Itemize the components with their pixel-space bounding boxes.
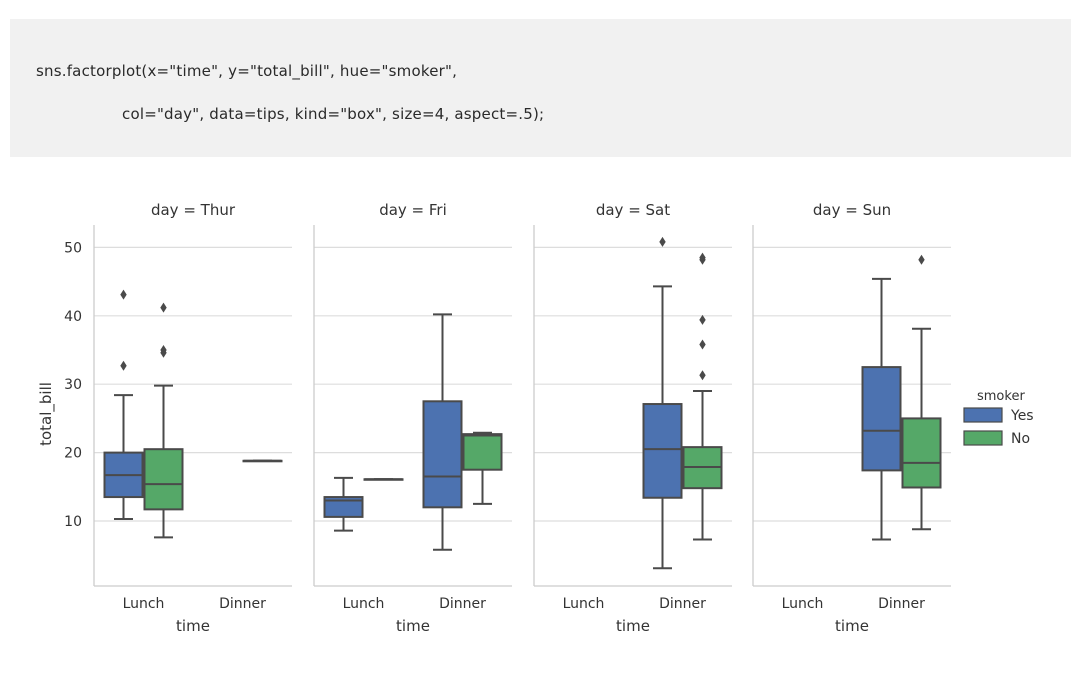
y-tick-label: 50 xyxy=(64,240,82,256)
box xyxy=(642,403,683,499)
x-tick-label: Lunch xyxy=(343,596,385,612)
box xyxy=(422,400,463,509)
x-tick-label: Dinner xyxy=(219,596,266,612)
box xyxy=(462,433,503,471)
y-tick-label: 20 xyxy=(64,446,82,462)
legend-swatch xyxy=(963,430,1003,446)
outlier-point xyxy=(659,236,666,247)
outlier-point xyxy=(918,254,925,265)
panel-title: day = Fri xyxy=(379,201,447,219)
outlier-point xyxy=(160,345,167,355)
y-axis-label: total_bill xyxy=(37,382,56,446)
x-tick-label: Dinner xyxy=(659,596,706,612)
box xyxy=(901,417,942,489)
y-tick-label: 40 xyxy=(64,309,82,325)
x-axis-label: time xyxy=(616,617,650,635)
box xyxy=(323,496,364,518)
legend-label: Yes xyxy=(1010,408,1034,424)
y-tick-label: 10 xyxy=(64,514,82,530)
legend-label: No xyxy=(1011,431,1030,447)
outlier-point xyxy=(699,252,706,263)
x-axis-label: time xyxy=(396,617,430,635)
legend-title: smoker xyxy=(977,389,1025,404)
x-tick-label: Lunch xyxy=(782,596,824,612)
x-tick-label: Lunch xyxy=(563,596,605,612)
outlier-point xyxy=(120,289,127,300)
x-tick-label: Dinner xyxy=(878,596,925,612)
outlier-point xyxy=(120,360,127,371)
x-axis-label: time xyxy=(176,617,210,635)
x-axis-label: time xyxy=(835,617,869,635)
panel-title: day = Sun xyxy=(813,201,891,219)
box xyxy=(861,366,902,472)
panel-title: day = Thur xyxy=(151,201,236,219)
legend-swatch xyxy=(963,407,1003,423)
outlier-point xyxy=(699,314,706,325)
box xyxy=(143,448,184,511)
x-tick-label: Dinner xyxy=(439,596,486,612)
outlier-point xyxy=(699,339,706,350)
code-line-1: sns.factorplot(x="time", y="total_bill",… xyxy=(36,62,458,80)
outlier-point xyxy=(160,302,167,313)
outlier-point xyxy=(699,370,706,381)
x-tick-label: Lunch xyxy=(123,596,165,612)
code-block: sns.factorplot(x="time", y="total_bill",… xyxy=(10,19,1071,157)
code-line-2: col="day", data=tips, kind="box", size=4… xyxy=(122,105,545,123)
y-tick-label: 30 xyxy=(64,377,82,393)
panel-title: day = Sat xyxy=(596,201,670,219)
